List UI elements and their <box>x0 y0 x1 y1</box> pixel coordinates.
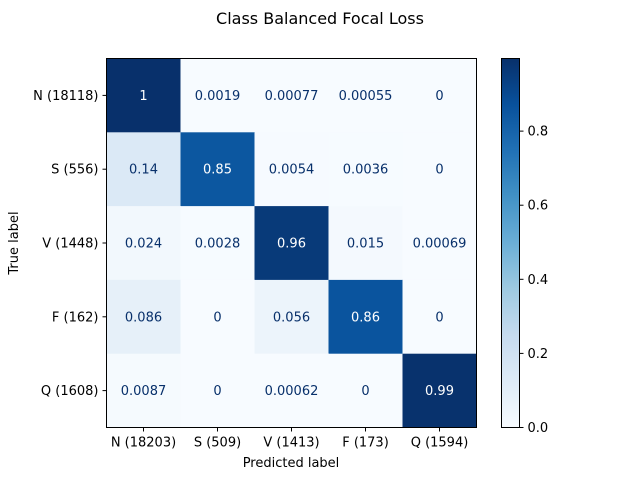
x-tick-label: S (509) <box>194 436 241 451</box>
cell-value-label: 0.00069 <box>413 237 467 252</box>
x-axis-ticks: N (18203) S (509) V (1413) F (173) Q (1594) <box>111 427 469 451</box>
colorbar-tick-label: 0.8 <box>528 125 549 140</box>
cell-value-label: 0 <box>213 310 221 325</box>
heatmap-cell <box>328 279 403 355</box>
x-axis-label: Predicted label <box>243 456 340 471</box>
cell-value-label: 0 <box>213 384 221 399</box>
cell-value-label: 0.99 <box>425 384 454 399</box>
cell-value-label: 0.056 <box>273 310 310 325</box>
colorbar-tick-label: 0.0 <box>528 421 549 436</box>
heatmap-cell <box>328 58 403 133</box>
cell-value-label: 0.86 <box>351 310 380 325</box>
y-tick-label: F (162) <box>52 310 99 325</box>
x-tick-label: F (173) <box>342 436 389 451</box>
colorbar-tick-label: 0.2 <box>528 347 549 362</box>
heatmap-cell <box>328 206 403 281</box>
cell-value-label: 0.024 <box>125 237 162 252</box>
cell-value-label: 0.0028 <box>195 237 241 252</box>
y-axis-ticks: N (18118) S (556) V (1448) F (162) Q (1608) <box>33 89 107 399</box>
heatmap-cell <box>254 206 329 281</box>
cell-value-label: 0 <box>435 310 443 325</box>
cell-value-label: 0 <box>435 89 443 104</box>
cell-value-label: 0.015 <box>347 237 384 252</box>
y-tick-label: V (1448) <box>42 237 98 252</box>
cell-value-label: 0.00077 <box>265 89 319 104</box>
heatmap-cell <box>106 132 181 207</box>
heatmap-cell <box>180 206 255 281</box>
heatmap-cell <box>402 132 477 207</box>
heatmap-cell <box>106 353 181 428</box>
y-axis-label: True label <box>7 211 22 275</box>
cell-value-label: 0.85 <box>203 163 232 178</box>
colorbar-tick-label: 0.4 <box>528 273 549 288</box>
heatmap-cell <box>180 132 255 207</box>
heatmap-cell <box>180 279 255 355</box>
colorbar-tick-label: 0.6 <box>528 199 549 214</box>
heatmap-cells: 1 0.0019 0.00077 0.00055 0 0.14 0.85 0.0054 0.00… <box>106 58 477 428</box>
cell-value-label: 1 <box>139 89 147 104</box>
cell-value-label: 0.96 <box>277 237 306 252</box>
colorbar-ticks: 0.0 0.2 0.4 0.6 0.8 <box>519 125 549 436</box>
heatmap-cell <box>106 279 181 355</box>
cell-value-label: 0 <box>435 163 443 178</box>
x-tick-label: N (18203) <box>111 436 176 451</box>
heatmap-cell <box>180 58 255 133</box>
heatmap-cell <box>254 132 329 207</box>
y-tick-label: S (556) <box>51 163 98 178</box>
heatmap-cell <box>328 132 403 207</box>
cell-value-label: 0.086 <box>125 310 162 325</box>
y-tick-label: Q (1608) <box>41 384 99 399</box>
y-tick-label: N (18118) <box>33 89 98 104</box>
cell-value-label: 0.14 <box>129 163 158 178</box>
cell-value-label: 0.0054 <box>269 163 315 178</box>
heatmap-cell <box>254 353 329 428</box>
heatmap-cell <box>180 353 255 428</box>
heatmap-cell <box>402 206 477 281</box>
heatmap-cell <box>402 353 477 428</box>
heatmap-cell <box>254 279 329 355</box>
x-tick-label: V (1413) <box>263 436 319 451</box>
chart-title: Class Balanced Focal Loss <box>216 9 424 28</box>
heatmap-cell <box>328 353 403 428</box>
cell-value-label: 0.0019 <box>195 89 241 104</box>
cell-value-label: 0 <box>361 384 369 399</box>
cell-value-label: 0.0036 <box>343 163 389 178</box>
cell-value-label: 0.0087 <box>121 384 167 399</box>
cell-value-label: 0.00062 <box>265 384 319 399</box>
heatmap-cell <box>402 58 477 133</box>
heatmap-cell <box>106 206 181 281</box>
x-tick-label: Q (1594) <box>411 436 469 451</box>
colorbar <box>501 58 520 428</box>
heatmap-cell <box>106 58 181 133</box>
heatmap-cell <box>402 279 477 355</box>
cell-value-label: 0.00055 <box>339 89 393 104</box>
heatmap-cell <box>254 58 329 133</box>
